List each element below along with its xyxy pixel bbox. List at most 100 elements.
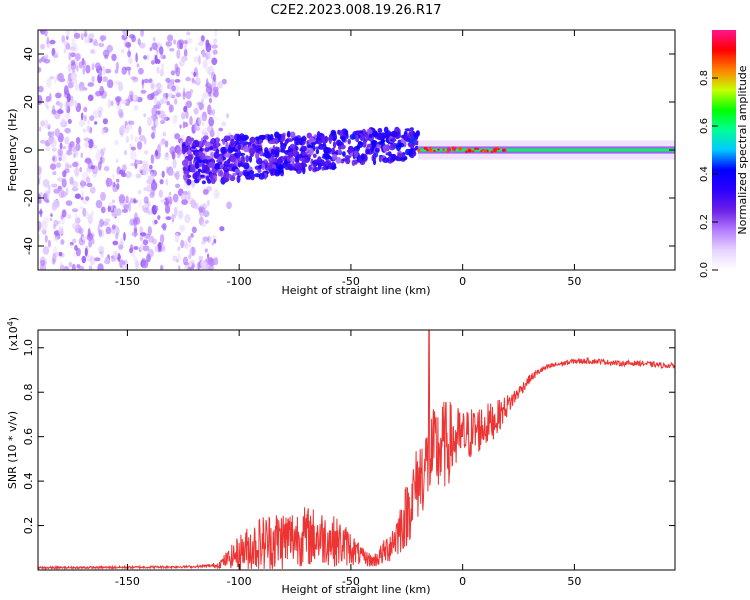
spectrogram-band-cell: [230, 143, 236, 148]
spectrogram-noise-cell: [175, 183, 181, 189]
spectrogram-noise-cell: [190, 199, 197, 209]
spectrogram-noise-cell: [187, 235, 192, 243]
spectrogram-noise-cell: [160, 53, 164, 60]
spectrogram-noise-cell: [177, 85, 180, 92]
spectrogram-band-cell: [255, 151, 260, 160]
spectrogram-noise-cell: [124, 127, 130, 134]
spectrogram-band-cell: [354, 134, 359, 142]
spectrogram-band-cell: [347, 138, 352, 145]
spectrogram-band-cell: [404, 134, 408, 140]
spectrogram-noise-cell: [202, 189, 209, 195]
spectrogram-noise-cell: [147, 210, 153, 215]
spectrogram-noise-cell: [226, 201, 232, 210]
spectrogram-band-cell: [359, 133, 366, 142]
spectrogram-band-cell: [326, 147, 332, 154]
spectrogram-noise-cell: [84, 141, 89, 148]
spectrogram-noise-cell: [133, 104, 139, 111]
spectrogram-noise-cell: [99, 218, 104, 228]
spectrogram-noise-cell: [49, 217, 53, 222]
spectrogram-noise-cell: [63, 48, 67, 54]
spectrogram-noise-cell: [207, 265, 214, 270]
spectrogram-noise-cell: [111, 257, 116, 262]
spectrogram-noise-cell: [149, 191, 155, 199]
spectrogram-noise-cell: [206, 253, 210, 259]
spectrogram-noise-cell: [182, 121, 186, 129]
spectrogram-band-cell: [338, 130, 344, 137]
spectrogram-noise-cell: [179, 224, 186, 232]
spectrogram-band-cell: [261, 134, 266, 140]
spectrogram-noise-cell: [201, 98, 205, 103]
spectrogram-noise-cell: [201, 50, 205, 58]
spectrogram-noise-cell: [199, 207, 206, 213]
spectrogram-noise-cell: [171, 94, 176, 99]
spectrogram-carrier-peak: [454, 147, 457, 150]
spectrogram-noise-cell: [68, 51, 71, 61]
spectrogram-noise-cell: [71, 263, 76, 270]
spectrogram-noise-cell: [166, 166, 169, 174]
spectrogram-carrier-peak: [423, 146, 427, 150]
spectrogram-noise-cell: [168, 170, 175, 176]
spectrogram-noise-cell: [211, 44, 218, 49]
spectrogram-noise-cell: [60, 239, 65, 245]
spectrogram-noise-cell: [188, 253, 192, 260]
spectrogram-band-cell: [382, 144, 390, 151]
spectrogram-noise-cell: [98, 229, 105, 239]
spectrogram-noise-cell: [62, 145, 67, 150]
spectrogram-noise-cell: [44, 30, 48, 37]
spectrogram-band-cell: [258, 139, 264, 144]
x-tick-label: 50: [567, 575, 581, 588]
spectrogram-noise-cell: [103, 166, 110, 172]
spectrogram-noise-cell: [185, 91, 192, 99]
spectrogram-band-cell: [200, 174, 205, 178]
spectrogram-noise-cell: [150, 154, 155, 165]
spectrogram-noise-cell: [112, 240, 119, 246]
spectrogram-band-cell: [223, 170, 230, 179]
spectrogram-noise-cell: [89, 186, 96, 194]
spectrogram-noise-cell: [151, 106, 158, 116]
spectrogram-band-cell: [223, 160, 230, 168]
spectrogram-noise-cell: [71, 222, 78, 230]
spectrogram-noise-cell: [153, 104, 160, 109]
spectrogram-noise-cell: [49, 76, 55, 80]
spectrogram-noise-cell: [45, 123, 52, 128]
spectrogram-noise-cell: [170, 78, 175, 86]
spectrogram-noise-cell: [47, 131, 53, 137]
spectrogram-noise-cell: [171, 85, 176, 92]
spectrogram-noise-cell: [71, 208, 79, 213]
spectrogram-band-cell: [187, 154, 193, 162]
spectrogram-band-cell: [302, 135, 306, 140]
x-tick-label: -150: [115, 575, 140, 588]
spectrogram-noise-cell: [185, 110, 189, 119]
spectrogram-noise-cell: [66, 164, 73, 169]
spectrogram-band-cell: [228, 163, 235, 168]
spectrogram-noise-cell: [42, 216, 50, 224]
spectrogram-noise-cell: [183, 48, 188, 57]
snr-series-line: [38, 330, 675, 570]
spectrogram-noise-cell: [62, 40, 68, 46]
spectrogram-band-cell: [264, 152, 272, 159]
spectrogram-noise-cell: [183, 240, 188, 247]
spectrogram-band-cell: [299, 138, 303, 146]
spectrogram-band-cell: [250, 172, 255, 181]
spectrogram-noise-cell: [51, 183, 58, 188]
spectrogram-noise-cell: [161, 113, 167, 122]
spectrogram-band-cell: [277, 157, 282, 165]
spectrogram-noise-cell: [102, 67, 106, 76]
spectrogram-band-cell: [204, 141, 211, 148]
spectrogram-noise-cell: [189, 88, 194, 94]
spectrogram-noise-cell: [136, 63, 140, 68]
y-tick-label: 40: [22, 47, 35, 61]
spectrogram-noise-cell: [142, 239, 149, 246]
colorbar-tick-label: 0.2: [699, 214, 710, 230]
spectrogram-noise-cell: [42, 178, 50, 188]
spectrogram-carrier-peak: [474, 147, 477, 150]
spectrogram-noise-cell: [132, 198, 137, 204]
spectrogram-noise-cell: [121, 260, 126, 265]
spectrogram-noise-cell: [61, 178, 67, 188]
y-tick-label: 20: [22, 95, 35, 109]
spectrogram-noise-cell: [84, 37, 89, 44]
spectrogram-noise-cell: [156, 59, 161, 64]
spectrogram-noise-cell: [107, 99, 111, 109]
spectrogram-band-cell: [306, 132, 312, 139]
spectrogram-noise-cell: [87, 82, 95, 87]
